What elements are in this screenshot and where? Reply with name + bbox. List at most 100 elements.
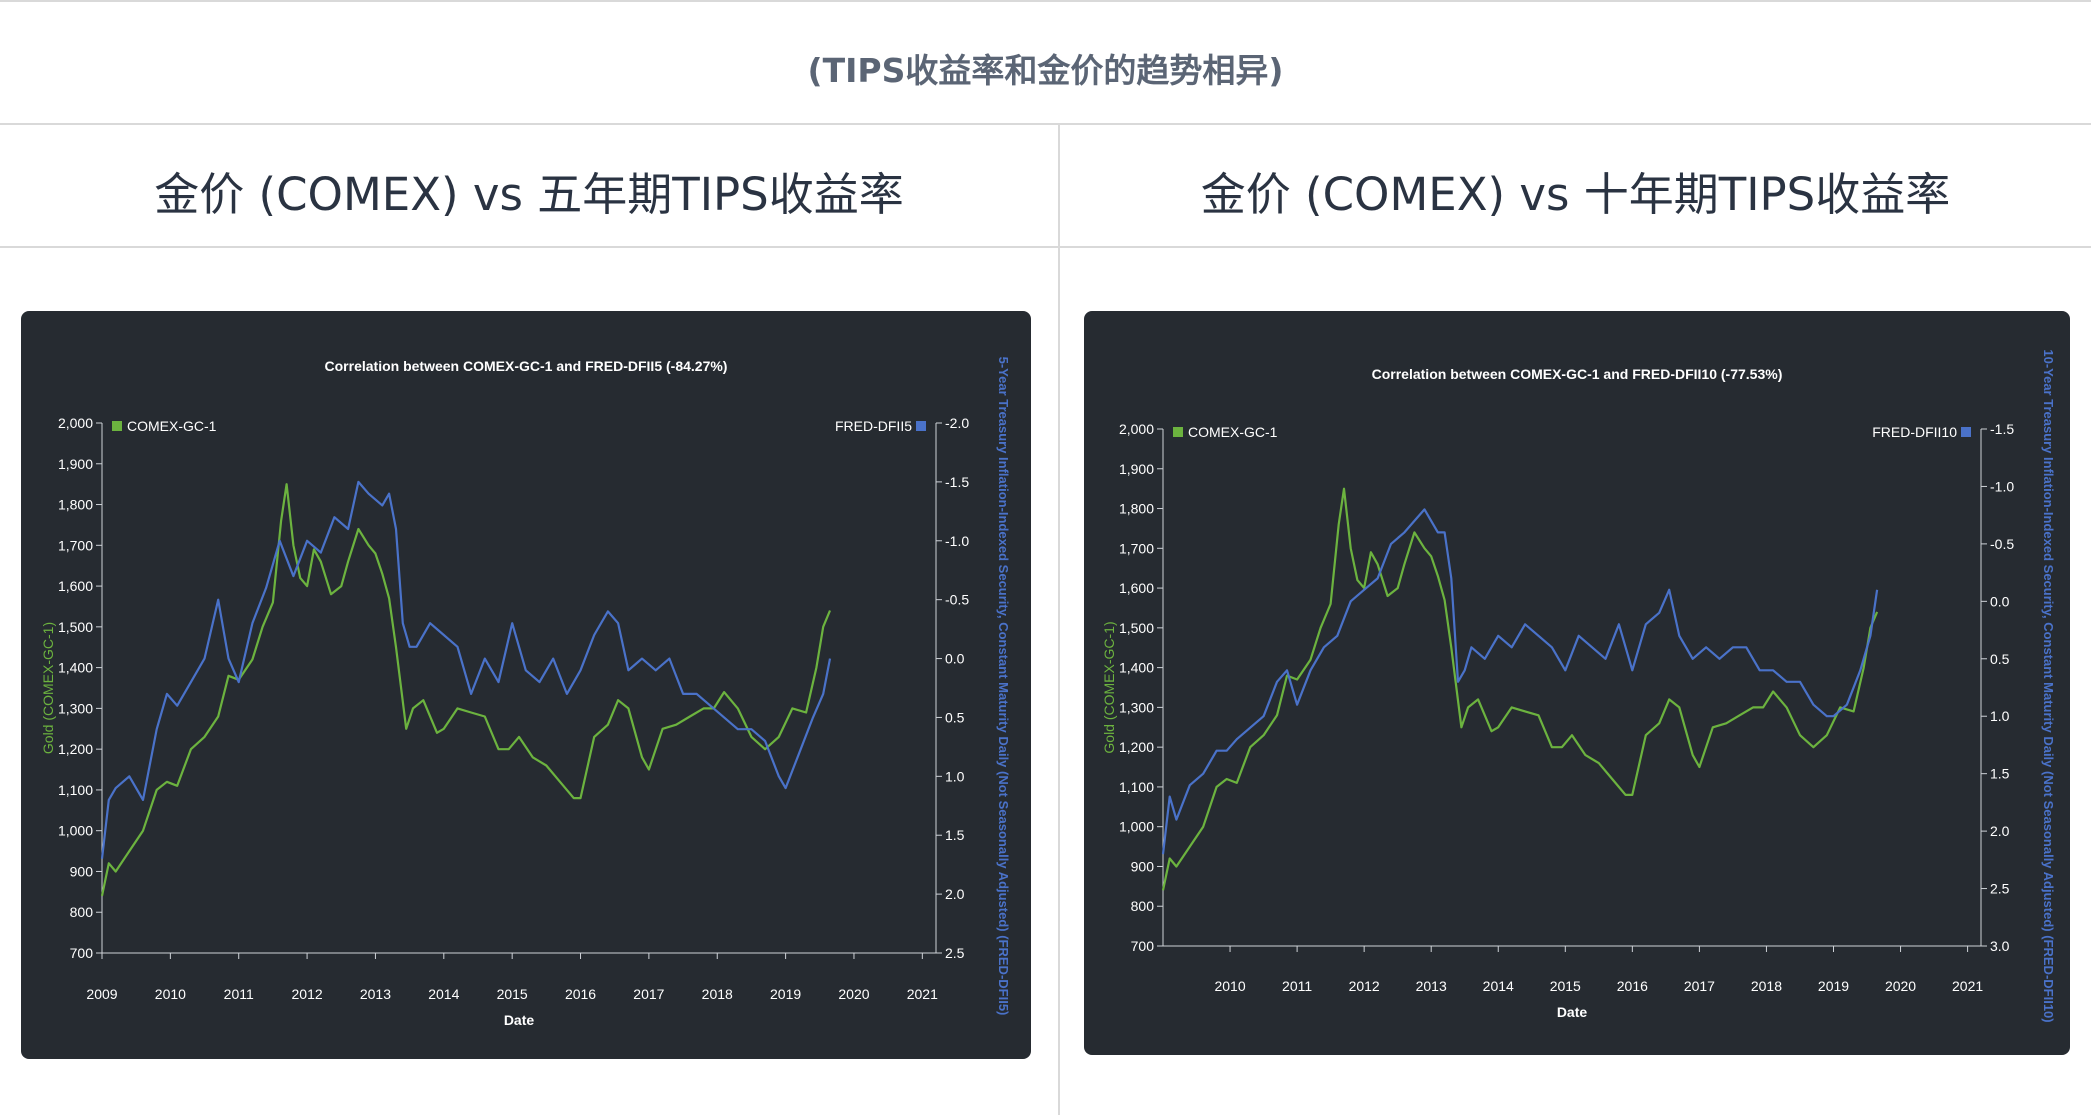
- column-title-divider: [0, 246, 2091, 248]
- y-left-tick-label: 1,100: [58, 782, 93, 798]
- y-right-tick-label: 1.0: [945, 768, 965, 784]
- y-left-tick-label: 1,700: [58, 537, 93, 553]
- y-left-tick-label: 1,100: [1119, 779, 1154, 795]
- x-tick-label: 2016: [1617, 978, 1648, 994]
- page-title: (TIPS收益率和金价的趋势相异): [807, 51, 1284, 90]
- x-tick-label: 2019: [1818, 978, 1849, 994]
- y-left-tick-label: 1,400: [1119, 660, 1154, 676]
- x-tick-label: 2009: [86, 986, 117, 1002]
- y-right-tick-label: 2.5: [1990, 881, 2010, 897]
- x-tick-label: 2010: [1214, 978, 1245, 994]
- y-left-tick-label: 1,800: [1119, 501, 1154, 517]
- x-tick-label: 2015: [1550, 978, 1581, 994]
- y-left-axis-title: Gold (COMEX-GC-1): [40, 622, 56, 754]
- y-left-tick-label: 1,500: [58, 619, 93, 635]
- y-right-tick-label: 3.0: [1990, 938, 2010, 954]
- y-right-tick-label: 0.0: [1990, 593, 2010, 609]
- y-right-tick-label: -2.0: [945, 415, 969, 431]
- y-right-tick-label: 0.5: [1990, 651, 2010, 667]
- y-right-tick-label: 1.5: [945, 827, 965, 843]
- x-tick-label: 2012: [1349, 978, 1380, 994]
- chart-svg-10y: Correlation between COMEX-GC-1 and FRED-…: [1101, 349, 2056, 1022]
- x-tick-label: 2014: [1483, 978, 1514, 994]
- x-tick-label: 2011: [1282, 978, 1312, 994]
- x-axis-title: Date: [1557, 1004, 1588, 1020]
- y-left-axis-title: Gold (COMEX-GC-1): [1101, 621, 1117, 753]
- y-right-axis-title: 10-Year Treasury Inflation-Indexed Secur…: [2041, 349, 2056, 1022]
- x-tick-label: 2020: [1885, 978, 1916, 994]
- column-divider: [1058, 123, 1060, 1115]
- y-right-tick-label: -1.0: [945, 533, 969, 549]
- x-tick-label: 2019: [770, 986, 801, 1002]
- legend-swatch-tips: [916, 421, 926, 431]
- x-tick-label: 2013: [1416, 978, 1447, 994]
- x-tick-label: 2021: [907, 986, 938, 1002]
- y-left-tick-label: 1,200: [1119, 739, 1154, 755]
- legend-label-tips: FRED-DFII5: [835, 418, 912, 434]
- y-left-tick-label: 1,700: [1119, 540, 1154, 556]
- series-line-tips: [100, 480, 832, 859]
- top-divider: [0, 0, 2091, 2]
- y-right-tick-label: 1.0: [1990, 708, 2010, 724]
- column-title-right: 金价 (COMEX) vs 十年期TIPS收益率: [1200, 168, 1951, 221]
- x-tick-label: 2011: [224, 986, 254, 1002]
- x-tick-label: 2017: [1684, 978, 1715, 994]
- y-left-tick-label: 2,000: [1119, 421, 1154, 437]
- chart-title: Correlation between COMEX-GC-1 and FRED-…: [325, 358, 728, 374]
- y-left-tick-label: 700: [70, 945, 94, 961]
- x-tick-label: 2014: [428, 986, 459, 1002]
- y-left-tick-label: 1,000: [1119, 819, 1154, 835]
- y-left-tick-label: 2,000: [58, 415, 93, 431]
- y-left-tick-label: 1,900: [58, 456, 93, 472]
- legend-label-gold: COMEX-GC-1: [127, 418, 217, 434]
- x-tick-label: 2015: [497, 986, 528, 1002]
- y-left-tick-label: 1,500: [1119, 620, 1154, 636]
- y-right-tick-label: 1.5: [1990, 766, 2010, 782]
- y-right-tick-label: 2.0: [1990, 823, 2010, 839]
- series-line-gold: [1161, 487, 1879, 891]
- y-left-tick-label: 700: [1131, 938, 1155, 954]
- legend-swatch-gold: [1173, 427, 1183, 437]
- y-right-tick-label: 0.0: [945, 651, 965, 667]
- series-line-gold: [100, 483, 832, 897]
- y-right-tick-label: 2.0: [945, 886, 965, 902]
- y-left-tick-label: 1,800: [58, 497, 93, 513]
- y-left-tick-label: 1,000: [58, 823, 93, 839]
- y-left-tick-label: 1,600: [1119, 580, 1154, 596]
- x-axis-title: Date: [504, 1012, 535, 1028]
- x-tick-label: 2018: [702, 986, 733, 1002]
- y-left-tick-label: 1,300: [58, 700, 93, 716]
- y-left-tick-label: 1,900: [1119, 461, 1154, 477]
- y-right-tick-label: -1.0: [1990, 478, 2014, 494]
- legend-swatch-gold: [112, 421, 122, 431]
- header-divider: [0, 123, 2091, 125]
- y-right-axis-title: 5-Year Treasury Inflation-Indexed Securi…: [996, 357, 1011, 1016]
- x-tick-label: 2016: [565, 986, 596, 1002]
- x-tick-label: 2012: [292, 986, 323, 1002]
- legend-label-tips: FRED-DFII10: [1872, 424, 1957, 440]
- legend-swatch-tips: [1961, 427, 1971, 437]
- x-tick-label: 2013: [360, 986, 391, 1002]
- y-left-tick-label: 800: [1131, 898, 1155, 914]
- y-left-tick-label: 900: [1131, 858, 1155, 874]
- chart-svg-5y: Correlation between COMEX-GC-1 and FRED-…: [40, 357, 1011, 1028]
- y-left-tick-label: 800: [70, 904, 94, 920]
- y-right-tick-label: 2.5: [945, 945, 965, 961]
- column-title-left: 金价 (COMEX) vs 五年期TIPS收益率: [154, 168, 904, 221]
- series-line-tips: [1161, 508, 1879, 855]
- x-tick-label: 2018: [1751, 978, 1782, 994]
- x-tick-label: 2010: [155, 986, 186, 1002]
- y-right-tick-label: -0.5: [945, 592, 969, 608]
- y-left-tick-label: 1,400: [58, 660, 93, 676]
- x-tick-label: 2020: [838, 986, 869, 1002]
- y-left-tick-label: 1,200: [58, 741, 93, 757]
- y-left-tick-label: 1,600: [58, 578, 93, 594]
- x-tick-label: 2021: [1952, 978, 1983, 994]
- y-right-tick-label: 0.5: [945, 709, 965, 725]
- chart-panel-right: Correlation between COMEX-GC-1 and FRED-…: [1084, 311, 2070, 1055]
- legend-label-gold: COMEX-GC-1: [1188, 424, 1278, 440]
- x-tick-label: 2017: [633, 986, 664, 1002]
- chart-title: Correlation between COMEX-GC-1 and FRED-…: [1372, 366, 1783, 382]
- y-right-tick-label: -1.5: [1990, 421, 2014, 437]
- y-left-tick-label: 1,300: [1119, 699, 1154, 715]
